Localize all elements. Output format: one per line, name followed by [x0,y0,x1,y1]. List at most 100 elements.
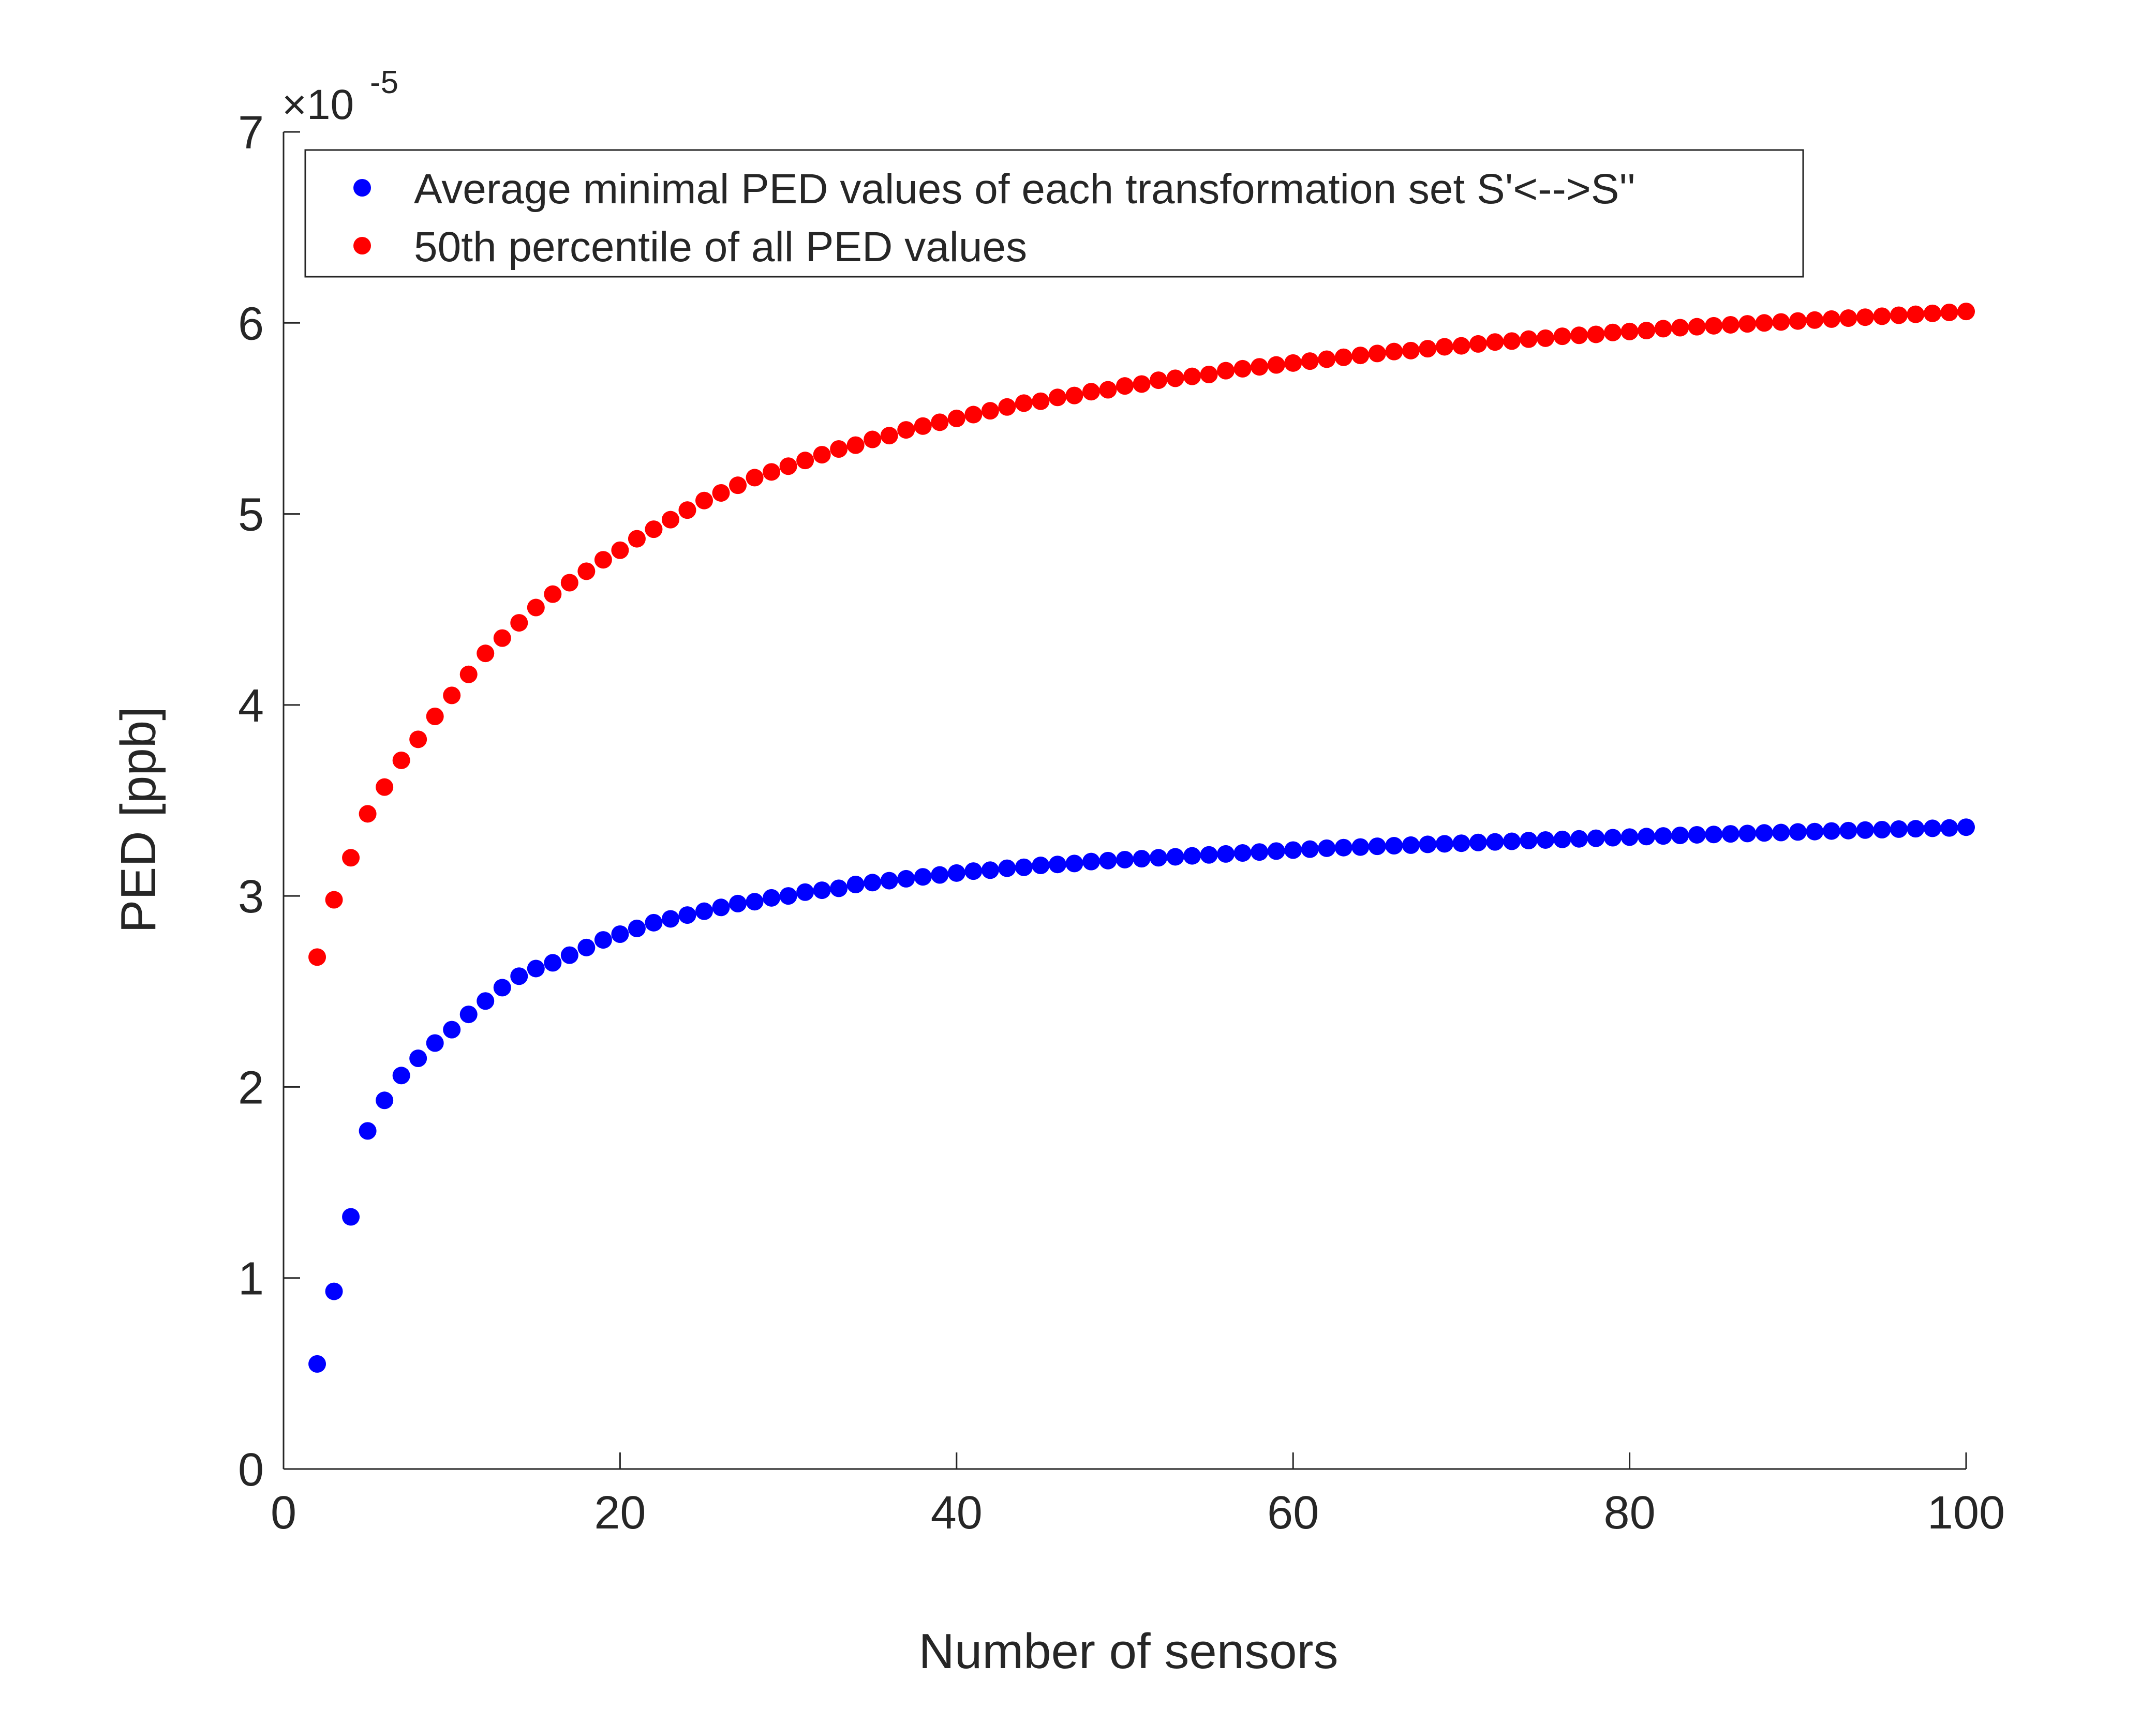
data-point-series-1 [1570,830,1588,848]
data-point-series-2 [1553,327,1571,346]
data-point-series-2 [1570,326,1588,344]
data-point-series-1 [577,938,596,956]
data-point-series-1 [1015,858,1033,876]
x-axis-label: Number of sensors [919,1624,1339,1679]
data-point-series-1 [1839,821,1857,839]
data-point-series-2 [1452,337,1470,355]
data-point-series-1 [964,862,983,880]
data-point-series-2 [611,541,629,559]
data-point-series-1 [846,875,865,893]
data-point-series-1 [947,864,965,882]
data-point-series-2 [1856,308,1874,326]
data-point-series-2 [1537,329,1554,347]
data-point-series-1 [931,866,949,884]
x-tick-label: 0 [271,1487,296,1539]
data-point-series-2 [376,778,394,796]
data-point-series-2 [1587,325,1605,343]
data-point-series-1 [1183,847,1201,865]
data-point-series-2 [1890,306,1908,324]
data-point-series-1 [1150,849,1168,867]
data-point-series-1 [1638,828,1656,846]
data-point-series-2 [1048,388,1066,407]
data-point-series-1 [830,879,848,897]
data-point-series-1 [1822,822,1840,840]
data-point-series-1 [1486,833,1504,851]
data-point-series-1 [1604,829,1622,847]
data-point-series-2 [325,891,343,909]
data-point-series-2 [1620,322,1639,340]
data-point-series-1 [544,954,562,972]
y-tick-label: 0 [238,1444,264,1496]
data-point-series-1 [1133,850,1151,868]
data-point-series-2 [359,805,377,823]
data-point-series-2 [1166,369,1184,387]
data-point-series-2 [964,406,983,424]
data-point-series-1 [527,960,545,978]
data-point-series-2 [1032,392,1050,410]
y-tick-label: 1 [238,1253,264,1305]
data-point-series-2 [1301,352,1319,370]
data-point-series-1 [1284,841,1302,859]
data-point-series-2 [931,413,949,431]
y-tick-label: 6 [238,298,264,350]
data-point-series-2 [1671,319,1689,337]
data-point-series-2 [796,452,814,470]
data-point-series-2 [1284,354,1302,372]
data-point-series-1 [1806,822,1824,841]
data-point-series-2 [678,501,696,519]
data-point-series-2 [746,469,764,487]
legend: Average minimal PED values of each trans… [304,149,1804,278]
x-tick-label: 20 [594,1487,646,1539]
data-point-series-1 [864,874,882,892]
data-point-series-1 [1503,832,1521,850]
data-point-series-2 [779,457,797,475]
data-point-series-1 [628,919,646,937]
data-point-series-1 [1772,823,1790,842]
data-point-series-2 [560,574,578,592]
data-point-series-2 [1233,359,1252,378]
data-point-series-2 [1385,342,1403,361]
data-point-series-1 [594,931,612,949]
data-point-series-1 [1419,835,1437,853]
data-point-series-1 [1671,827,1689,845]
data-point-series-1 [477,992,495,1010]
data-point-series-1 [459,1006,478,1024]
data-point-series-1 [325,1282,343,1300]
data-point-series-2 [392,751,410,769]
data-point-series-1 [712,898,730,917]
data-point-series-2 [897,421,915,439]
legend-marker-series-2 [353,237,371,254]
data-point-series-1 [1048,856,1066,874]
data-point-series-2 [846,436,865,454]
data-point-series-1 [880,872,898,890]
data-point-series-1 [308,1355,326,1373]
data-point-series-1 [1705,826,1723,844]
data-point-series-2 [1251,358,1269,376]
data-point-series-2 [1721,316,1739,334]
data-point-series-1 [1537,831,1554,849]
data-point-series-1 [897,870,915,888]
data-point-series-2 [1755,314,1773,332]
data-point-series-1 [678,906,696,924]
data-point-series-2 [409,730,427,748]
data-point-series-1 [1890,820,1908,838]
data-point-series-2 [426,708,444,726]
data-point-series-1 [1907,820,1925,838]
data-point-series-1 [426,1034,444,1052]
data-point-series-2 [1318,350,1336,368]
data-point-series-2 [1940,303,1958,321]
data-point-series-2 [1469,335,1487,353]
data-point-series-2 [443,686,461,704]
data-point-series-1 [1099,851,1117,870]
y-tick-label: 2 [238,1062,264,1114]
data-point-series-2 [1806,311,1824,329]
data-point-series-1 [1351,838,1370,856]
data-point-series-1 [1469,833,1487,851]
data-marks [308,303,1975,1373]
data-point-series-2 [914,417,932,435]
data-point-series-1 [1200,846,1218,864]
data-point-series-1 [1301,840,1319,858]
data-point-series-1 [1587,829,1605,847]
data-point-series-2 [1217,362,1235,380]
